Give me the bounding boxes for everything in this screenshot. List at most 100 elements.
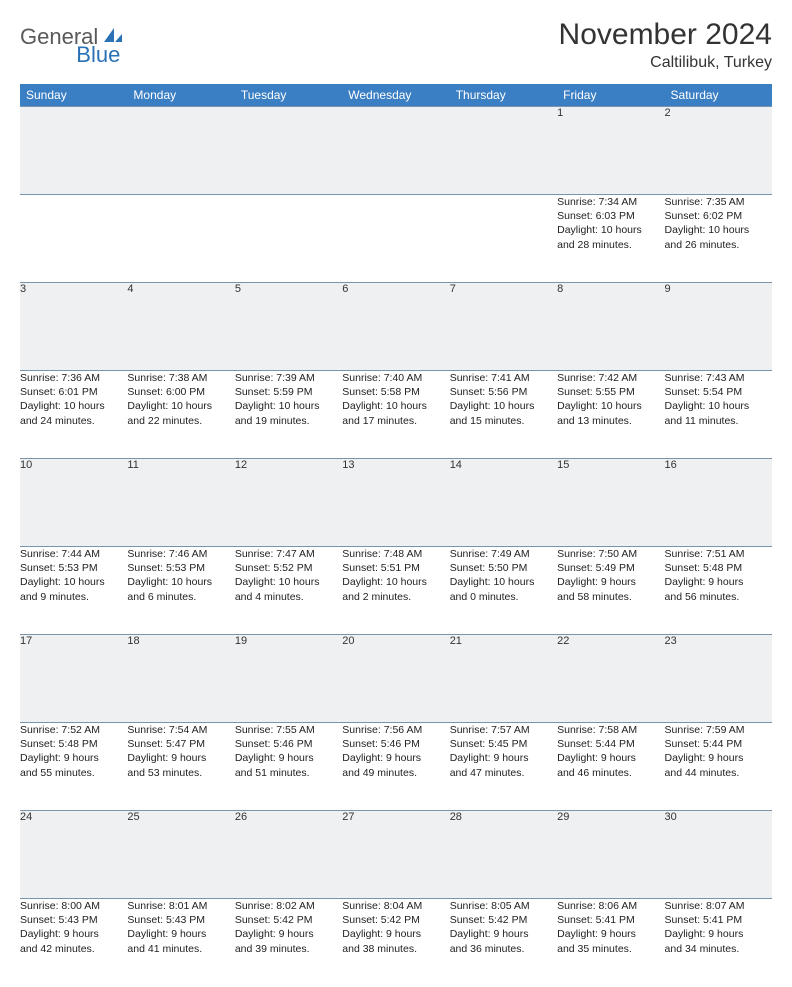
- day-header: Sunday: [20, 84, 127, 107]
- sunset-text: Sunset: 5:47 PM: [127, 737, 234, 751]
- day-number: [450, 107, 557, 195]
- day2-text: and 55 minutes.: [20, 766, 127, 780]
- day-header: Thursday: [450, 84, 557, 107]
- sunrise-text: Sunrise: 7:44 AM: [20, 547, 127, 561]
- day-data-row: Sunrise: 7:44 AMSunset: 5:53 PMDaylight:…: [20, 547, 772, 635]
- day2-text: and 53 minutes.: [127, 766, 234, 780]
- sunset-text: Sunset: 5:41 PM: [665, 913, 772, 927]
- day-number-row: 3456789: [20, 283, 772, 371]
- day-cell: Sunrise: 8:06 AMSunset: 5:41 PMDaylight:…: [557, 899, 664, 987]
- day-number: 21: [450, 635, 557, 723]
- sunrise-text: Sunrise: 7:58 AM: [557, 723, 664, 737]
- sunrise-text: Sunrise: 8:02 AM: [235, 899, 342, 913]
- sunset-text: Sunset: 5:44 PM: [665, 737, 772, 751]
- day1-text: Daylight: 10 hours: [665, 399, 772, 413]
- day-cell: Sunrise: 7:35 AMSunset: 6:02 PMDaylight:…: [665, 195, 772, 283]
- sunrise-text: Sunrise: 7:52 AM: [20, 723, 127, 737]
- sunset-text: Sunset: 5:53 PM: [127, 561, 234, 575]
- day-cell: Sunrise: 7:38 AMSunset: 6:00 PMDaylight:…: [127, 371, 234, 459]
- day-cell: Sunrise: 7:46 AMSunset: 5:53 PMDaylight:…: [127, 547, 234, 635]
- day2-text: and 2 minutes.: [342, 590, 449, 604]
- sunrise-text: Sunrise: 7:38 AM: [127, 371, 234, 385]
- day-header: Wednesday: [342, 84, 449, 107]
- sunrise-text: Sunrise: 7:59 AM: [665, 723, 772, 737]
- day-number-row: 12: [20, 107, 772, 195]
- sunset-text: Sunset: 5:46 PM: [235, 737, 342, 751]
- day2-text: and 17 minutes.: [342, 414, 449, 428]
- day-number-row: 17181920212223: [20, 635, 772, 723]
- sunset-text: Sunset: 5:58 PM: [342, 385, 449, 399]
- logo: General Blue: [20, 18, 148, 50]
- sunset-text: Sunset: 6:03 PM: [557, 209, 664, 223]
- day1-text: Daylight: 9 hours: [342, 751, 449, 765]
- day-number: 23: [665, 635, 772, 723]
- day-number-row: 10111213141516: [20, 459, 772, 547]
- day-number: 12: [235, 459, 342, 547]
- day1-text: Daylight: 10 hours: [450, 575, 557, 589]
- day-cell: Sunrise: 7:47 AMSunset: 5:52 PMDaylight:…: [235, 547, 342, 635]
- day1-text: Daylight: 10 hours: [342, 399, 449, 413]
- day2-text: and 13 minutes.: [557, 414, 664, 428]
- day1-text: Daylight: 9 hours: [450, 927, 557, 941]
- day-cell: Sunrise: 7:51 AMSunset: 5:48 PMDaylight:…: [665, 547, 772, 635]
- day-data-row: Sunrise: 7:34 AMSunset: 6:03 PMDaylight:…: [20, 195, 772, 283]
- day-number: 2: [665, 107, 772, 195]
- page-header: General Blue November 2024 Caltilibuk, T…: [20, 18, 772, 72]
- day1-text: Daylight: 10 hours: [665, 223, 772, 237]
- sunset-text: Sunset: 6:01 PM: [20, 385, 127, 399]
- day1-text: Daylight: 9 hours: [127, 751, 234, 765]
- day2-text: and 19 minutes.: [235, 414, 342, 428]
- day2-text: and 28 minutes.: [557, 238, 664, 252]
- day-cell: Sunrise: 8:04 AMSunset: 5:42 PMDaylight:…: [342, 899, 449, 987]
- sunrise-text: Sunrise: 7:49 AM: [450, 547, 557, 561]
- sunset-text: Sunset: 5:50 PM: [450, 561, 557, 575]
- day-number: 24: [20, 811, 127, 899]
- day-number: 6: [342, 283, 449, 371]
- day1-text: Daylight: 9 hours: [127, 927, 234, 941]
- sunrise-text: Sunrise: 7:40 AM: [342, 371, 449, 385]
- day-number: [235, 107, 342, 195]
- day-number: 11: [127, 459, 234, 547]
- day1-text: Daylight: 9 hours: [20, 927, 127, 941]
- sunset-text: Sunset: 5:44 PM: [557, 737, 664, 751]
- day2-text: and 6 minutes.: [127, 590, 234, 604]
- day-number: 17: [20, 635, 127, 723]
- sunset-text: Sunset: 5:42 PM: [450, 913, 557, 927]
- day-number: 16: [665, 459, 772, 547]
- sunrise-text: Sunrise: 7:42 AM: [557, 371, 664, 385]
- day-cell: Sunrise: 7:48 AMSunset: 5:51 PMDaylight:…: [342, 547, 449, 635]
- sunrise-text: Sunrise: 8:06 AM: [557, 899, 664, 913]
- day1-text: Daylight: 9 hours: [557, 751, 664, 765]
- sunset-text: Sunset: 5:48 PM: [665, 561, 772, 575]
- day2-text: and 42 minutes.: [20, 942, 127, 956]
- day2-text: and 51 minutes.: [235, 766, 342, 780]
- day2-text: and 44 minutes.: [665, 766, 772, 780]
- sunset-text: Sunset: 5:45 PM: [450, 737, 557, 751]
- day-number: 14: [450, 459, 557, 547]
- sunrise-text: Sunrise: 7:46 AM: [127, 547, 234, 561]
- day-cell: Sunrise: 7:52 AMSunset: 5:48 PMDaylight:…: [20, 723, 127, 811]
- day2-text: and 9 minutes.: [20, 590, 127, 604]
- sunrise-text: Sunrise: 7:41 AM: [450, 371, 557, 385]
- day-number: [127, 107, 234, 195]
- day-cell: Sunrise: 7:34 AMSunset: 6:03 PMDaylight:…: [557, 195, 664, 283]
- day1-text: Daylight: 9 hours: [235, 927, 342, 941]
- sunset-text: Sunset: 5:56 PM: [450, 385, 557, 399]
- day2-text: and 0 minutes.: [450, 590, 557, 604]
- day-number: 9: [665, 283, 772, 371]
- day-cell: Sunrise: 8:07 AMSunset: 5:41 PMDaylight:…: [665, 899, 772, 987]
- sunset-text: Sunset: 5:48 PM: [20, 737, 127, 751]
- day-cell: Sunrise: 7:44 AMSunset: 5:53 PMDaylight:…: [20, 547, 127, 635]
- calendar-table: Sunday Monday Tuesday Wednesday Thursday…: [20, 84, 772, 987]
- day-cell: Sunrise: 7:39 AMSunset: 5:59 PMDaylight:…: [235, 371, 342, 459]
- day1-text: Daylight: 10 hours: [235, 575, 342, 589]
- day-header: Friday: [557, 84, 664, 107]
- day1-text: Daylight: 9 hours: [235, 751, 342, 765]
- day2-text: and 46 minutes.: [557, 766, 664, 780]
- sunset-text: Sunset: 5:51 PM: [342, 561, 449, 575]
- day2-text: and 24 minutes.: [20, 414, 127, 428]
- sunset-text: Sunset: 5:49 PM: [557, 561, 664, 575]
- day1-text: Daylight: 10 hours: [127, 399, 234, 413]
- day-number: 19: [235, 635, 342, 723]
- sunset-text: Sunset: 5:52 PM: [235, 561, 342, 575]
